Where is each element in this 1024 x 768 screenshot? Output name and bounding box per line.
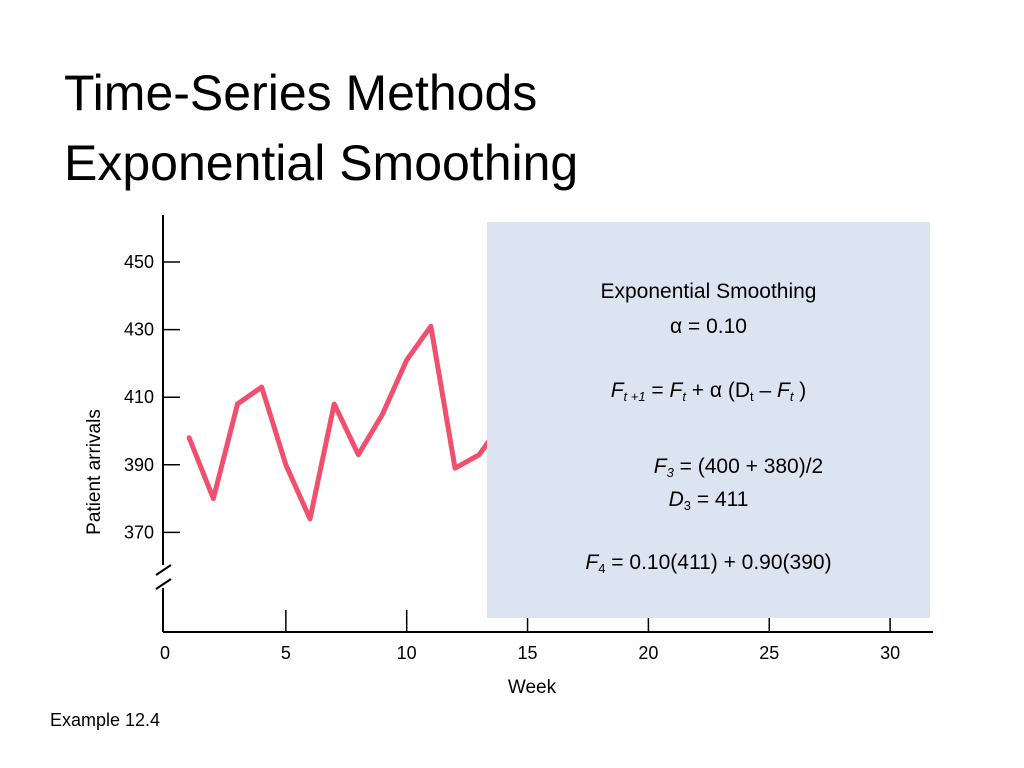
y-axis-label: Patient arrivals: [84, 409, 105, 535]
f4-formula: F4 = 0.10(411) + 0.90(390): [487, 546, 930, 580]
chart-series: [186, 323, 506, 522]
d3-formula: D3 = 411: [487, 483, 930, 517]
chart-labels: 370 390 410 430 450 0 5 10 15 20 25 30 Week Patient a…: [84, 252, 900, 698]
formula-f2-sub: t: [789, 389, 794, 404]
y-tick-label: 370: [124, 522, 154, 542]
y-tick-label: 390: [124, 455, 154, 475]
patient-arrivals-line: [186, 323, 506, 522]
x-tick-label: 10: [397, 643, 417, 663]
formula-heading: Exponential Smoothing: [600, 280, 817, 303]
formula-ft: F: [669, 379, 683, 402]
y-tick-label: 430: [124, 320, 154, 340]
formula-ft-sub: t: [682, 389, 686, 404]
axis-break-mark-2: [155, 578, 172, 590]
formula-f2: F: [777, 379, 790, 402]
d3-symbol: D: [668, 488, 684, 511]
f4-expr: = 0.10(411) + 0.90(390): [605, 551, 832, 574]
f3-expr: = (400 + 380)/2: [673, 455, 824, 478]
x-tick-label: 5: [281, 643, 291, 663]
x-tick-label: 0: [160, 643, 170, 663]
x-tick-label: 30: [880, 643, 900, 663]
f3-formula: F3 = (400 + 380)/2: [487, 450, 930, 484]
formula-f-sub: t +1: [623, 389, 646, 404]
formula-f: F: [610, 379, 624, 402]
general-formula: Ft +1 = Ft + α (Dt – Ft ): [487, 374, 930, 408]
title-line-1: Time-Series Methods: [64, 65, 538, 121]
d3-sub: 3: [683, 498, 691, 513]
f4-symbol: F: [585, 551, 599, 574]
example-reference: Example 12.4: [50, 710, 161, 730]
formula-minus: –: [753, 379, 778, 402]
f3-symbol: F: [653, 455, 667, 478]
slide-title: Time-Series Methods Exponential Smoothin…: [64, 58, 578, 198]
y-tick-label: 450: [124, 252, 154, 272]
x-tick-label: 25: [759, 643, 779, 663]
alpha-value: α = 0.10: [670, 315, 747, 338]
formula-box: Exponential Smoothing α = 0.10 Ft +1 = F…: [487, 222, 930, 618]
title-line-2: Exponential Smoothing: [64, 135, 579, 191]
formula-dt-sub: t: [750, 389, 754, 404]
formula-close: ): [793, 379, 807, 402]
x-axis-label: Week: [508, 677, 557, 698]
axis-break-mark-1: [155, 564, 172, 576]
formula-eq: =: [645, 379, 670, 402]
x-tick-label: 20: [638, 643, 658, 663]
chart-axes: [155, 215, 933, 633]
f3-sub: 3: [666, 465, 674, 480]
d3-expr: = 411: [690, 488, 749, 511]
x-tick-label: 15: [518, 643, 538, 663]
f4-sub: 4: [598, 561, 606, 576]
y-tick-label: 410: [124, 387, 154, 407]
formula-plus: + α (D: [685, 379, 751, 402]
